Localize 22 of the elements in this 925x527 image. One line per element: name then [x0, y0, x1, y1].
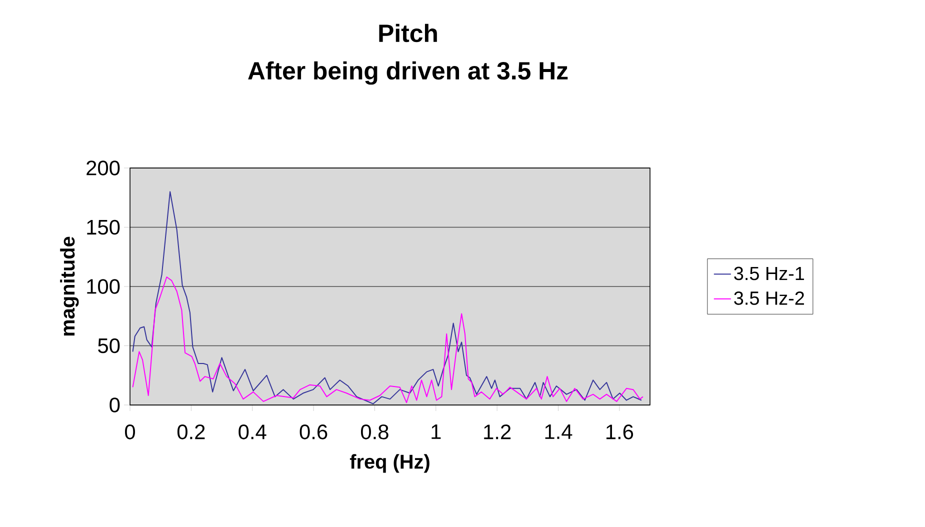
y-tick-label: 50: [98, 338, 120, 354]
chart-title: Pitch: [379, 24, 437, 42]
x-tick-label: 0.2: [177, 424, 205, 440]
x-tick-label: 1.2: [484, 424, 511, 440]
x-tick-label: 0: [125, 424, 136, 440]
x-tick-label: 0.4: [238, 424, 266, 440]
x-tick-label: 1.6: [606, 424, 634, 440]
y-tick-label: 100: [87, 279, 120, 294]
x-tick-label: 1: [432, 424, 441, 439]
y-axis-title: magnitude: [60, 236, 79, 336]
x-tick-label: 1.4: [545, 424, 572, 439]
chart-subtitle: After being driven at 3.5 Hz: [248, 61, 568, 85]
x-axis-title: freq (Hz): [350, 454, 430, 473]
legend-label: 3.5 Hz-1: [734, 266, 804, 280]
y-tick-label: 150: [87, 220, 120, 235]
x-tick-label: 0.8: [360, 424, 388, 440]
legend-label: 3.5 Hz-2: [734, 291, 804, 305]
x-tick-label: 0.6: [300, 424, 328, 440]
y-tick-label: 0: [110, 398, 120, 412]
line-series: [132, 191, 642, 404]
y-tick-label: 200: [86, 160, 120, 176]
line-series: [132, 276, 644, 404]
